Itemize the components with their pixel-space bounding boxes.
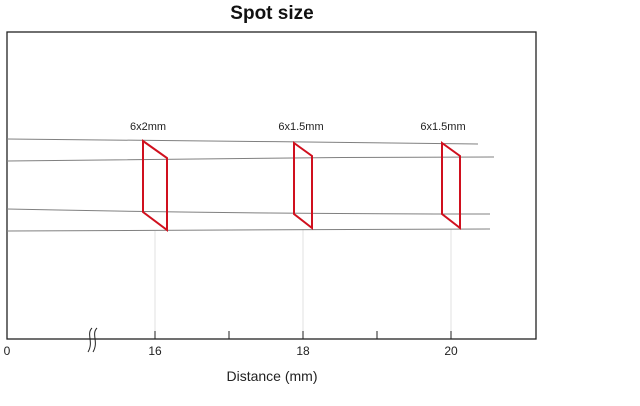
tick-label-20: 20 [444,344,458,358]
spot-outline-20 [441,141,461,231]
spot-label-20: 6x1.5mm [420,121,465,133]
beam-lines [6,138,495,232]
tick-label-16: 16 [148,344,162,358]
x-axis-title: Distance (mm) [226,368,317,384]
spot-outline-18 [293,141,313,231]
beam-top-front-line [6,156,495,162]
tick-label-18: 18 [296,344,310,358]
spot-outlines [142,139,461,232]
tick-label-origin: 0 [4,344,11,358]
beam-bottom-front-line [6,228,491,232]
spot-label-18: 6x1.5mm [278,121,323,133]
beam-bottom-back-line [6,208,491,215]
diagram-title: Spot size [230,3,313,24]
axis-ticks [154,331,452,339]
spot-label-16: 6x2mm [130,121,166,133]
plot-frame [6,31,537,340]
guide-lines [154,229,452,339]
spot-outline-16 [142,139,168,232]
axis-break-icon [87,327,98,353]
beam-top-back-line [6,138,479,145]
